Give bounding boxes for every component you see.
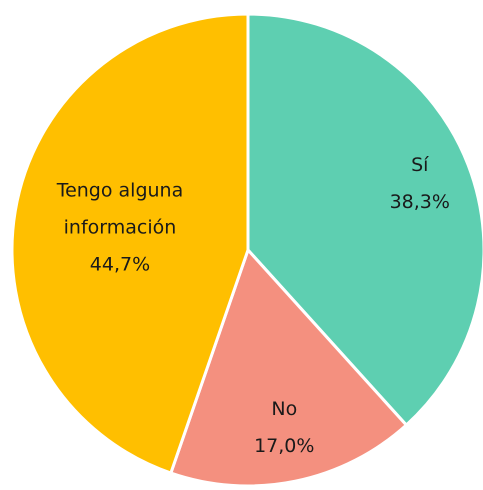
value-label: 17,0% (254, 435, 315, 458)
slice-label: Sí 38,3% (360, 147, 480, 221)
slice-label: Tengo alguna información 44,7% (30, 173, 210, 284)
value-label: 44,7% (89, 253, 151, 276)
pie-slice (169, 248, 408, 488)
pie-slice (10, 12, 250, 475)
slice-label: No 17,0% (224, 391, 344, 465)
category-label: Tengo alguna información (56, 179, 184, 239)
category-label: No (271, 398, 298, 421)
pie-slice (246, 12, 483, 427)
category-label: Sí (411, 153, 429, 176)
value-label: 38,3% (389, 190, 450, 213)
